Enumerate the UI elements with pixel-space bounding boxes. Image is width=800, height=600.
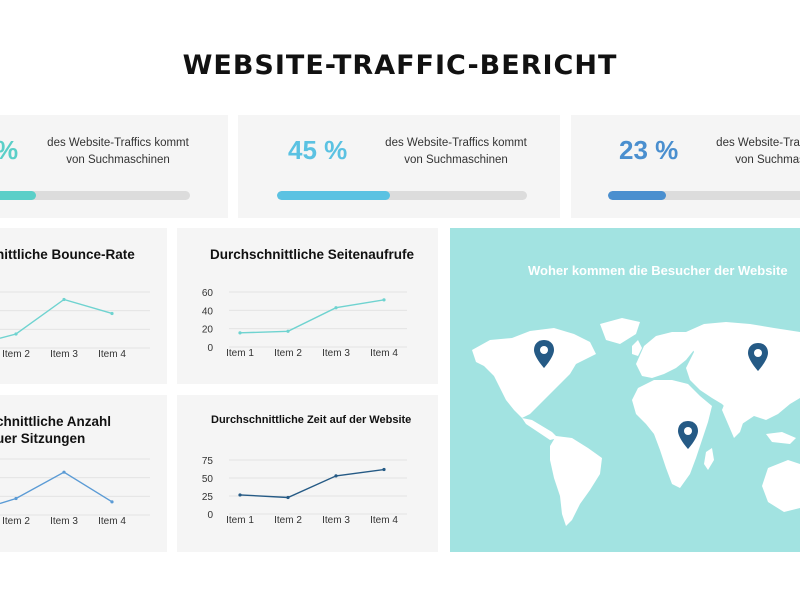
world-map bbox=[472, 318, 800, 526]
map-pin-icon bbox=[534, 340, 554, 368]
x-tick-label: Item 3 bbox=[50, 349, 78, 360]
data-point bbox=[382, 298, 386, 302]
chart-card-page-views: Durchschnittliche Seitenaufrufe 0 20 40 60 I… bbox=[177, 228, 438, 384]
stat-progress-fill bbox=[0, 191, 36, 200]
y-tick-label: 0 bbox=[207, 510, 213, 521]
stat-progress-bar bbox=[277, 191, 527, 200]
data-point bbox=[14, 332, 18, 336]
stat-progress-bar bbox=[608, 191, 800, 200]
data-point bbox=[382, 467, 386, 472]
map-title: Woher kommen die Besucher der Website bbox=[528, 263, 788, 278]
series-line bbox=[239, 299, 385, 334]
stat-card-2: 45 % des Website-Traffics kommt von Such… bbox=[238, 115, 560, 218]
map-pin-icon bbox=[748, 343, 768, 371]
stat-description: des Website-Traffics kommt von Suchmasch… bbox=[385, 137, 527, 166]
y-tick-label: 0 bbox=[207, 343, 213, 354]
x-tick-label: Item 2 bbox=[274, 348, 302, 359]
x-tick-label: Item 4 bbox=[370, 515, 398, 526]
series-line bbox=[0, 471, 113, 505]
chart-card-time-on-site: Durchschnittliche Zeit auf der Website 0… bbox=[177, 395, 438, 552]
x-tick-label: Item 1 bbox=[226, 515, 254, 526]
y-tick-label: 40 bbox=[202, 306, 214, 317]
data-point bbox=[110, 500, 114, 504]
data-point bbox=[62, 297, 66, 302]
data-point bbox=[62, 470, 66, 474]
x-tick-label: Item 4 bbox=[370, 348, 398, 359]
page-title: WEBSITE-TRAFFIC-BERICHT bbox=[182, 50, 618, 81]
line-chart: Item 2 Item 3 Item 4 bbox=[0, 458, 150, 527]
y-tick-label: 25 bbox=[202, 492, 214, 503]
y-tick-label: 20 bbox=[202, 325, 214, 336]
visitor-map-panel: Woher kommen die Besucher der Website bbox=[450, 228, 800, 552]
stat-progress-bar bbox=[0, 191, 190, 200]
x-tick-label: Item 3 bbox=[322, 515, 350, 526]
data-point bbox=[334, 474, 338, 478]
map-pin-icon bbox=[678, 421, 698, 449]
stat-card-3: 23 % des Website-Traffics kommt von Such… bbox=[571, 115, 800, 218]
x-tick-label: Item 2 bbox=[2, 349, 30, 360]
x-tick-label: Item 4 bbox=[98, 516, 126, 527]
data-point bbox=[238, 493, 242, 497]
line-chart: Item 2 Item 3 Item 4 bbox=[0, 291, 150, 360]
chart-title: chnittliche Anzahl uer Sitzungen bbox=[0, 414, 112, 446]
x-tick-label: Item 1 bbox=[226, 348, 254, 359]
y-tick-label: 60 bbox=[202, 288, 214, 299]
x-tick-label: Item 2 bbox=[274, 515, 302, 526]
x-tick-label: Item 3 bbox=[50, 516, 78, 527]
line-chart: 0 20 40 60 Item 1 Item 2 Item 3 Item 4 bbox=[202, 288, 407, 359]
x-tick-label: Item 2 bbox=[2, 516, 30, 527]
y-tick-label: 50 bbox=[202, 474, 214, 485]
stat-card-1: % des Website-Traffics kommt von Suchmas… bbox=[0, 115, 228, 218]
data-point bbox=[14, 496, 18, 501]
data-point bbox=[286, 495, 290, 500]
stat-progress-fill bbox=[608, 191, 666, 200]
data-point bbox=[110, 311, 114, 316]
stat-progress-fill bbox=[277, 191, 390, 200]
x-tick-label: Item 4 bbox=[98, 349, 126, 360]
chart-title: Durchschnittliche Seitenaufrufe bbox=[210, 247, 415, 262]
line-chart: 0 25 50 75 Item 1 Item 2 Item 3 Item 4 bbox=[202, 456, 407, 526]
y-tick-label: 75 bbox=[202, 456, 214, 467]
stat-percent: 45 % bbox=[288, 135, 348, 165]
chart-title: Durchschnittliche Zeit auf der Website bbox=[211, 414, 412, 426]
stat-description: des Website-Traffics kommt von Suchmasch… bbox=[47, 137, 189, 166]
chart-title: nittliche Bounce-Rate bbox=[0, 247, 135, 262]
series-line bbox=[0, 298, 113, 339]
data-point bbox=[238, 331, 242, 335]
data-point bbox=[334, 306, 338, 310]
series-line bbox=[239, 468, 385, 499]
stat-percent: 23 % bbox=[619, 135, 679, 165]
stat-description: des Website-Traffics kommt von Suchmasch… bbox=[716, 137, 800, 166]
data-point bbox=[286, 329, 290, 333]
stat-percent: % bbox=[0, 135, 18, 166]
chart-card-bounce-rate: nittliche Bounce-Rate Item 2 Item 3 Item 4 bbox=[0, 228, 167, 384]
x-tick-label: Item 3 bbox=[322, 348, 350, 359]
